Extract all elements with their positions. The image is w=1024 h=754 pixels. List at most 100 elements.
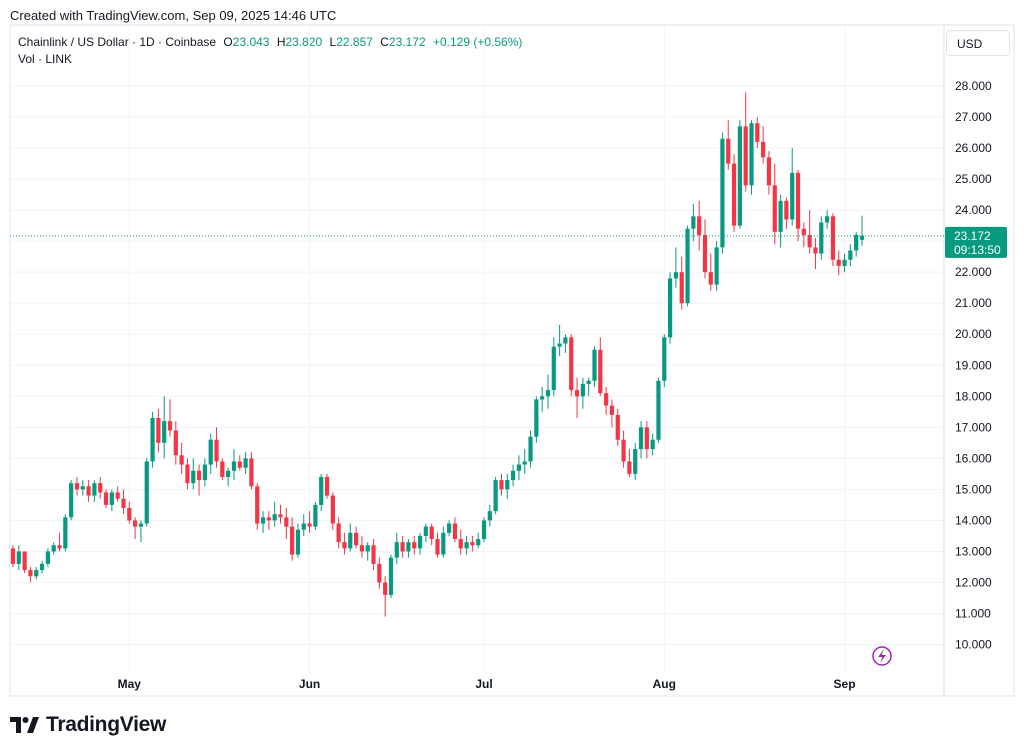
candle[interactable]	[243, 452, 248, 474]
candle[interactable]	[162, 396, 167, 459]
candle[interactable]	[10, 545, 16, 567]
candle[interactable]	[598, 337, 603, 397]
candle[interactable]	[150, 411, 155, 468]
candle[interactable]	[63, 514, 68, 552]
candle[interactable]	[557, 324, 562, 356]
candle[interactable]	[580, 377, 585, 409]
candle[interactable]	[801, 222, 806, 248]
candle[interactable]	[214, 427, 219, 468]
candle[interactable]	[697, 200, 702, 251]
candle[interactable]	[807, 210, 812, 254]
candle[interactable]	[702, 219, 708, 279]
candle[interactable]	[365, 542, 370, 561]
candle[interactable]	[103, 489, 109, 509]
candle[interactable]	[435, 532, 440, 558]
candle[interactable]	[400, 535, 405, 558]
candle[interactable]	[836, 250, 841, 276]
candle[interactable]	[69, 480, 74, 521]
candle[interactable]	[295, 523, 301, 558]
candle[interactable]	[51, 542, 56, 555]
symbol-title[interactable]: Chainlink / US Dollar · 1D · Coinbase	[18, 35, 217, 49]
candle[interactable]	[650, 433, 655, 456]
candle[interactable]	[825, 210, 830, 229]
lightning-icon[interactable]	[872, 646, 892, 666]
candle[interactable]	[57, 532, 62, 552]
candle[interactable]	[156, 408, 161, 453]
candle[interactable]	[743, 92, 748, 192]
candle[interactable]	[34, 566, 39, 580]
candle[interactable]	[22, 551, 27, 574]
candle[interactable]	[667, 272, 673, 344]
candle[interactable]	[842, 253, 847, 273]
candle[interactable]	[545, 374, 551, 409]
candle[interactable]	[383, 576, 388, 617]
candle[interactable]	[167, 399, 173, 437]
candle[interactable]	[330, 492, 335, 530]
candle[interactable]	[249, 452, 254, 490]
candle[interactable]	[574, 377, 580, 419]
candle[interactable]	[39, 560, 45, 574]
candle[interactable]	[609, 399, 615, 428]
candle[interactable]	[185, 458, 190, 490]
candle[interactable]	[307, 511, 312, 533]
candle[interactable]	[766, 151, 772, 195]
candle[interactable]	[516, 455, 522, 481]
candle[interactable]	[348, 523, 353, 552]
candle[interactable]	[691, 203, 696, 242]
candle[interactable]	[202, 458, 207, 487]
candle[interactable]	[749, 120, 754, 195]
candle[interactable]	[761, 126, 766, 164]
candle[interactable]	[324, 473, 330, 499]
candle[interactable]	[470, 535, 475, 552]
candle[interactable]	[505, 473, 510, 499]
candle[interactable]	[429, 523, 434, 546]
candle[interactable]	[592, 346, 597, 387]
candle[interactable]	[633, 442, 638, 481]
candle[interactable]	[371, 539, 376, 571]
candle[interactable]	[673, 247, 679, 288]
candle[interactable]	[726, 120, 731, 170]
candle[interactable]	[604, 386, 609, 415]
candle[interactable]	[237, 455, 242, 471]
candle[interactable]	[412, 535, 417, 555]
candle[interactable]	[522, 449, 527, 474]
candle[interactable]	[16, 545, 21, 571]
candle[interactable]	[133, 517, 138, 540]
candle[interactable]	[109, 489, 114, 512]
candle[interactable]	[848, 244, 853, 266]
candle[interactable]	[179, 442, 184, 474]
candle[interactable]	[74, 476, 80, 496]
candle[interactable]	[28, 566, 33, 583]
candle[interactable]	[720, 132, 725, 254]
candle[interactable]	[191, 458, 196, 490]
candle[interactable]	[755, 117, 760, 149]
candle[interactable]	[86, 480, 91, 502]
candle[interactable]	[127, 501, 132, 524]
candle[interactable]	[528, 430, 533, 468]
candle[interactable]	[679, 256, 684, 310]
candle[interactable]	[784, 197, 789, 229]
candle[interactable]	[220, 458, 225, 481]
candle[interactable]	[255, 483, 260, 530]
candle[interactable]	[569, 334, 574, 397]
candle[interactable]	[621, 430, 626, 468]
candle[interactable]	[476, 532, 481, 549]
candle[interactable]	[586, 377, 591, 397]
currency-button[interactable]: USD	[946, 30, 1010, 56]
candle[interactable]	[487, 504, 492, 527]
candle[interactable]	[452, 517, 458, 543]
candle[interactable]	[772, 163, 777, 245]
candle[interactable]	[737, 120, 742, 229]
candle[interactable]	[144, 458, 149, 527]
candle[interactable]	[534, 396, 539, 443]
candle[interactable]	[615, 408, 620, 446]
candle[interactable]	[196, 464, 202, 496]
candle[interactable]	[121, 489, 126, 515]
candle[interactable]	[493, 476, 498, 515]
candle[interactable]	[417, 532, 423, 555]
candle[interactable]	[342, 532, 347, 555]
candle[interactable]	[278, 504, 283, 524]
candle[interactable]	[510, 464, 516, 487]
candle[interactable]	[313, 501, 318, 530]
